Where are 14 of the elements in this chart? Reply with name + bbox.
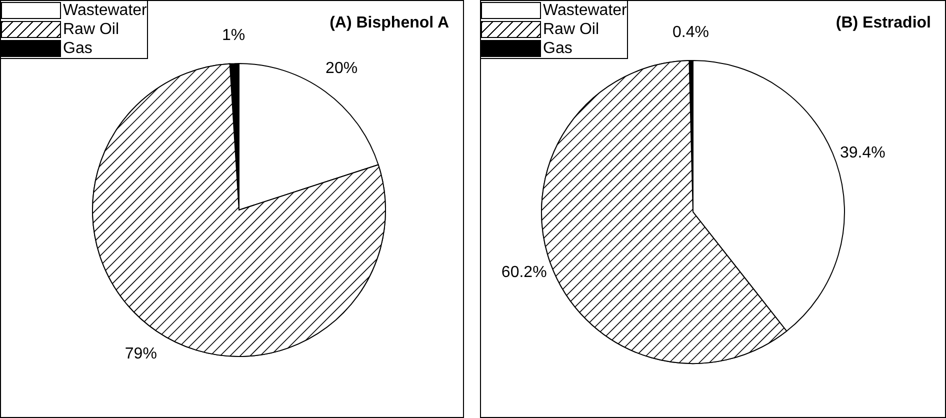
legend-label: Wastewater: [543, 2, 627, 20]
legend-label: Gas: [63, 40, 92, 58]
data-label: 60.2%: [501, 264, 547, 282]
legend-label: Gas: [543, 40, 572, 58]
legend-label: Raw Oil: [543, 20, 600, 38]
data-label: 1%: [222, 26, 246, 44]
text: (B) Estradiol: [836, 14, 931, 32]
legend-label: Wastewater: [63, 2, 147, 20]
data-label: 0.4%: [672, 24, 709, 41]
data-label: 79%: [124, 346, 157, 363]
text: (A) Bisphenol A: [330, 14, 450, 32]
data-label: 20%: [326, 60, 358, 78]
legend-label: Raw Oil: [63, 20, 120, 38]
data-label: 39.4%: [840, 144, 886, 162]
